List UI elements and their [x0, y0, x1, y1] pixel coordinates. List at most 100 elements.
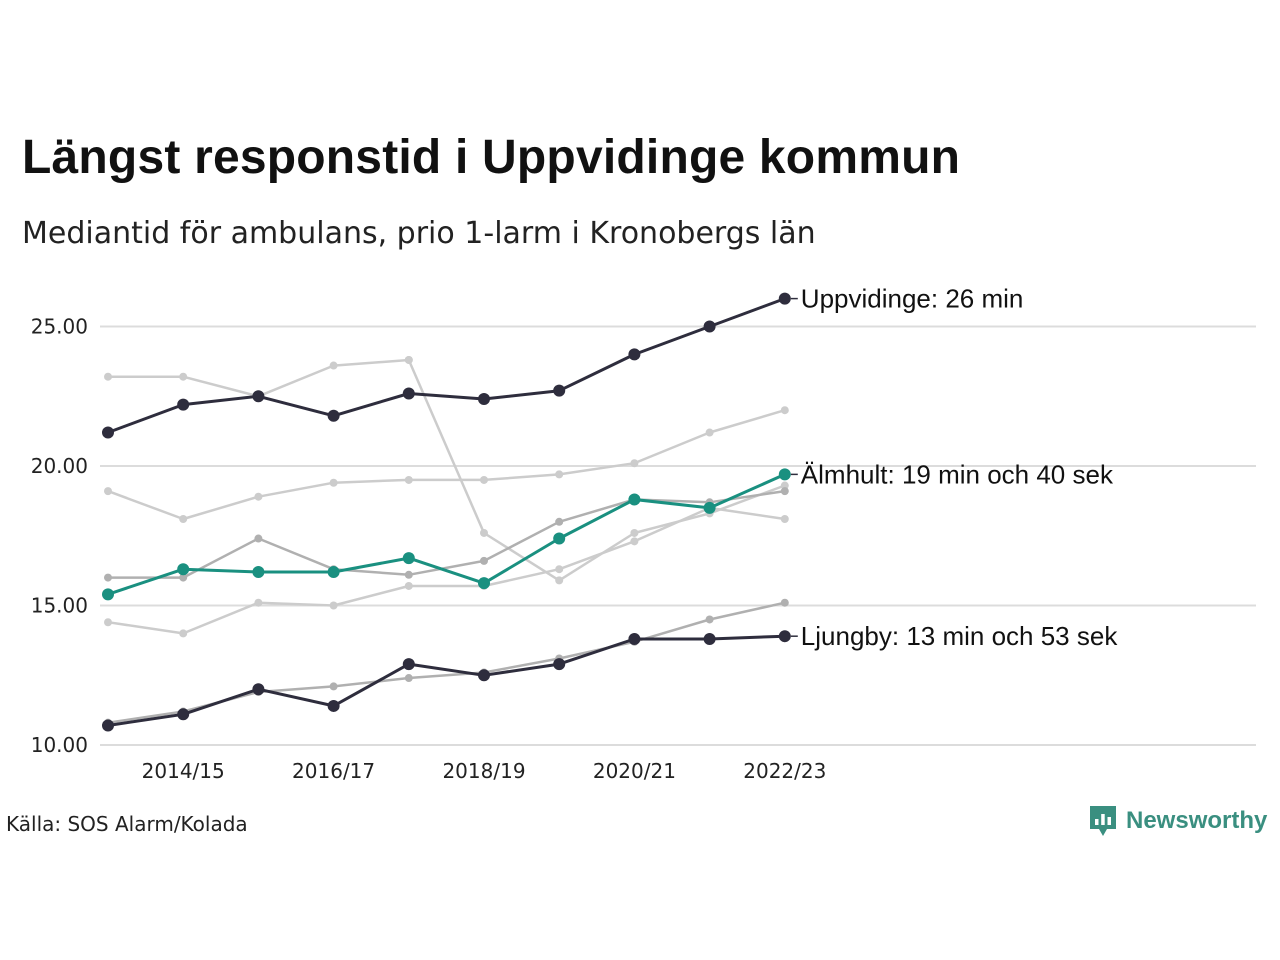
data-point	[628, 348, 641, 361]
newsworthy-logo-icon	[1090, 806, 1116, 836]
data-point	[778, 630, 791, 643]
data-point	[329, 361, 338, 370]
series-layer	[102, 292, 791, 732]
x-tick-label: 2014/15	[142, 759, 225, 783]
data-point	[555, 517, 564, 526]
data-point	[254, 598, 263, 607]
series-line	[106, 506, 787, 635]
data-point	[780, 598, 789, 607]
data-point	[179, 629, 188, 638]
data-point	[780, 515, 789, 524]
data-point	[553, 658, 566, 671]
series-4	[104, 487, 789, 582]
data-point	[778, 468, 791, 481]
data-point	[703, 320, 716, 333]
data-point	[104, 372, 112, 381]
data-point	[404, 674, 413, 683]
data-point	[404, 581, 413, 590]
data-point	[630, 459, 639, 468]
y-tick-label: 20.00	[31, 454, 88, 478]
data-point	[177, 398, 190, 411]
data-point	[705, 615, 714, 624]
data-point	[102, 426, 114, 439]
y-tick-label: 10.00	[31, 733, 88, 757]
series-line	[106, 472, 787, 596]
data-point	[553, 384, 566, 397]
data-point	[555, 470, 564, 479]
series-line	[106, 408, 787, 521]
series-end-label: Älmhult: 19 min och 40 sek	[801, 459, 1114, 489]
x-tick-label: 2018/19	[442, 759, 525, 783]
data-point	[329, 478, 338, 487]
data-point	[402, 552, 415, 565]
brand-name: Newsworthy	[1126, 807, 1268, 834]
data-point	[553, 532, 566, 545]
data-point	[104, 618, 112, 627]
data-point	[628, 632, 641, 645]
data-point	[252, 683, 265, 696]
data-point	[630, 537, 639, 546]
data-point	[402, 387, 415, 400]
chart-subtitle: Mediantid för ambulans, prio 1-larm i Kr…	[22, 216, 816, 251]
series-line	[106, 297, 787, 434]
data-point	[555, 576, 564, 585]
series-line	[106, 489, 787, 579]
data-point	[254, 534, 263, 543]
data-point	[478, 669, 490, 682]
data-point	[177, 708, 190, 721]
data-point	[104, 573, 112, 582]
x-tick-label: 2020/21	[593, 759, 676, 783]
data-point	[177, 563, 190, 576]
data-point	[780, 406, 789, 415]
data-point	[780, 487, 789, 496]
data-point	[252, 566, 265, 579]
data-point	[327, 409, 340, 422]
data-point	[480, 475, 488, 484]
data-point	[780, 481, 789, 490]
data-point	[254, 492, 263, 501]
data-point	[402, 658, 415, 671]
source-note: Källa: SOS Alarm/Kolada	[6, 812, 248, 836]
data-point	[480, 556, 488, 565]
data-point	[404, 570, 413, 579]
data-point	[327, 699, 340, 712]
data-point	[102, 588, 114, 601]
data-point	[480, 528, 488, 537]
data-point	[179, 573, 188, 582]
series-end-label: Uppvidinge: 26 min	[801, 284, 1024, 314]
data-point	[555, 565, 564, 574]
series-line	[407, 358, 787, 582]
grid-lines: 10.00 15.00 20.00 25.00 2014/15 2016/17 2018/1…	[31, 315, 1256, 783]
data-point	[252, 390, 265, 403]
data-point	[179, 515, 188, 524]
data-point	[327, 566, 340, 579]
series-end-label: Ljungby: 13 min och 53 sek	[801, 621, 1119, 651]
data-point	[404, 475, 413, 484]
data-point	[703, 501, 716, 514]
x-tick-label: 2022/23	[743, 759, 826, 783]
data-point	[628, 493, 641, 506]
series-1	[404, 355, 789, 585]
series-8	[102, 468, 791, 601]
data-point	[404, 355, 413, 364]
data-point	[703, 632, 716, 645]
data-point	[329, 682, 338, 691]
chart-title: Längst responstid i Uppvidinge kommun	[22, 131, 961, 184]
data-point	[778, 292, 791, 305]
line-chart: 10.00 15.00 20.00 25.00 2014/15 2016/17 2018/1…	[31, 284, 1256, 783]
x-tick-label: 2016/17	[292, 759, 375, 783]
series-2	[104, 406, 789, 524]
data-point	[478, 393, 490, 406]
brand-logo: Newsworthy	[1088, 804, 1267, 838]
series-line	[106, 634, 787, 727]
y-tick-label: 25.00	[31, 315, 88, 339]
data-point	[179, 372, 188, 381]
data-point	[478, 577, 490, 590]
data-point	[329, 601, 338, 610]
data-point	[102, 719, 114, 732]
data-point	[104, 487, 112, 496]
series-7	[102, 630, 791, 732]
y-tick-label: 15.00	[31, 594, 88, 618]
data-point	[705, 428, 714, 437]
series-6	[102, 292, 791, 439]
